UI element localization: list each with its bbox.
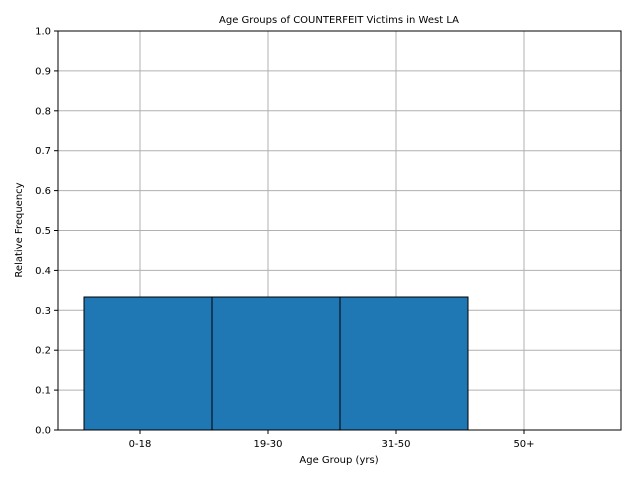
bar-19-30 xyxy=(211,296,341,431)
y-tick-label: 0.3 xyxy=(35,306,51,317)
y-tick-label: 0.1 xyxy=(35,386,51,397)
x-tick-label: 19-30 xyxy=(253,439,282,450)
y-tick-label: 0.6 xyxy=(35,186,51,197)
x-axis-ticks: 0-18 19-30 31-50 50+ xyxy=(129,430,535,450)
x-tick-label: 0-18 xyxy=(129,439,152,450)
x-tick-label: 31-50 xyxy=(381,439,410,450)
y-axis-label: Relative Frequency xyxy=(14,182,25,277)
bar-31-50 xyxy=(339,296,469,431)
y-tick-label: 0.4 xyxy=(35,266,51,277)
chart-title: Age Groups of COUNTERFEIT Victims in Wes… xyxy=(219,15,459,26)
y-tick-label: 0.5 xyxy=(35,226,51,237)
y-tick-label: 0.2 xyxy=(35,346,51,357)
x-axis-label: Age Group (yrs) xyxy=(299,455,378,466)
y-tick-label: 1.0 xyxy=(35,27,51,38)
y-tick-label: 0.0 xyxy=(35,426,51,437)
bars xyxy=(83,296,469,431)
bar-0-18 xyxy=(83,296,213,431)
y-tick-label: 0.9 xyxy=(35,66,51,77)
y-axis-ticks: 0.0 0.1 0.2 0.3 0.4 0.5 0.6 0.7 0.8 0.9 1.0 xyxy=(35,27,58,437)
y-tick-label: 0.8 xyxy=(35,106,51,117)
x-tick-label: 50+ xyxy=(513,439,534,450)
y-tick-label: 0.7 xyxy=(35,146,51,157)
